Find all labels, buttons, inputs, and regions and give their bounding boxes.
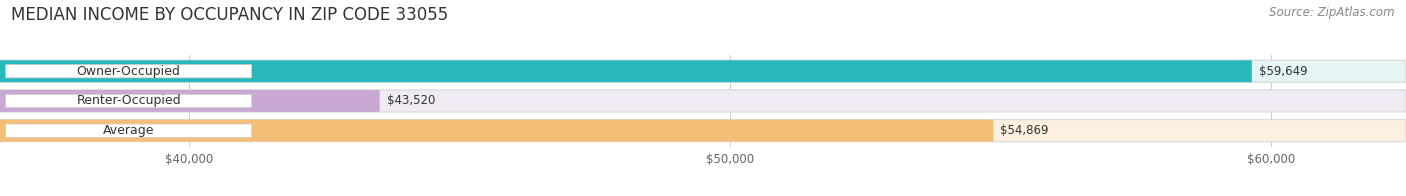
Text: $54,869: $54,869 xyxy=(1001,124,1049,137)
Text: Source: ZipAtlas.com: Source: ZipAtlas.com xyxy=(1270,6,1395,19)
FancyBboxPatch shape xyxy=(0,120,1406,142)
FancyBboxPatch shape xyxy=(0,90,1406,112)
Text: $43,520: $43,520 xyxy=(387,94,434,107)
Text: Renter-Occupied: Renter-Occupied xyxy=(76,94,181,107)
FancyBboxPatch shape xyxy=(0,120,993,142)
Text: MEDIAN INCOME BY OCCUPANCY IN ZIP CODE 33055: MEDIAN INCOME BY OCCUPANCY IN ZIP CODE 3… xyxy=(11,6,449,24)
FancyBboxPatch shape xyxy=(0,90,380,112)
Text: Average: Average xyxy=(103,124,155,137)
FancyBboxPatch shape xyxy=(0,60,1251,82)
FancyBboxPatch shape xyxy=(6,124,252,137)
Text: $59,649: $59,649 xyxy=(1258,65,1308,78)
FancyBboxPatch shape xyxy=(0,60,1406,82)
Text: Owner-Occupied: Owner-Occupied xyxy=(77,65,180,78)
FancyBboxPatch shape xyxy=(6,94,252,108)
FancyBboxPatch shape xyxy=(6,65,252,78)
